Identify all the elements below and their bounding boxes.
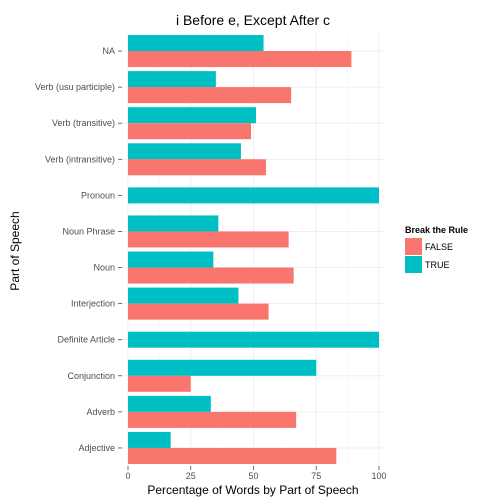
y-tick-label: Noun	[93, 263, 115, 273]
bar-true	[128, 395, 211, 412]
bar-true	[128, 431, 171, 448]
bar-false	[128, 267, 294, 284]
bar-false	[128, 123, 251, 140]
legend-label-true: TRUE	[425, 260, 450, 270]
bar-true	[128, 215, 219, 232]
legend-label-false: FALSE	[425, 242, 453, 252]
y-tick-label: Verb (intransitive)	[45, 154, 115, 164]
y-tick-label: Conjunction	[67, 371, 115, 381]
x-tick-label: 100	[371, 471, 386, 481]
bar-false	[128, 303, 269, 320]
bar-false	[128, 87, 292, 104]
bar-true	[128, 35, 264, 52]
bar-false	[128, 231, 289, 248]
bar-true	[128, 143, 241, 160]
y-tick-label: Adjective	[78, 443, 115, 453]
x-axis-ticks: 0 25 50 75 100	[125, 466, 387, 481]
bar-false	[128, 159, 267, 176]
legend-key-true	[405, 256, 422, 273]
legend: Break the Rule FALSE TRUE	[405, 225, 468, 273]
bar-true	[128, 71, 216, 88]
x-axis-title: Percentage of Words by Part of Speech	[147, 483, 358, 497]
y-tick-label: Verb (transitive)	[52, 118, 115, 128]
bar-true	[128, 359, 317, 376]
y-tick-label: Noun Phrase	[62, 226, 115, 236]
x-tick-label: 25	[186, 471, 196, 481]
y-tick-label: Adverb	[86, 407, 115, 417]
bar-true	[128, 287, 239, 304]
y-tick-label: Pronoun	[81, 190, 115, 200]
bar-false	[128, 375, 191, 392]
x-tick-label: 50	[248, 471, 258, 481]
y-tick-label: Verb (usu participle)	[35, 82, 115, 92]
bar-false	[128, 411, 297, 428]
y-tick-label: Interjection	[71, 299, 115, 309]
y-tick-label: NA	[102, 46, 115, 56]
bar-true	[128, 251, 214, 268]
bar-false	[128, 51, 352, 68]
bar-true	[128, 331, 379, 348]
y-tick-label: Definite Article	[57, 335, 115, 345]
plot-area	[122, 33, 385, 466]
x-tick-label: 0	[125, 471, 130, 481]
bar-true	[128, 107, 257, 124]
bar-false	[128, 447, 337, 464]
y-axis-title: Part of Speech	[8, 211, 22, 290]
x-tick-label: 75	[311, 471, 321, 481]
y-axis-ticks: NA Verb (usu participle) Verb (transitive)…	[35, 46, 122, 453]
bar-true	[128, 187, 379, 204]
legend-key-false	[405, 238, 422, 255]
chart-title: i Before e, Except After c	[176, 12, 330, 28]
legend-title: Break the Rule	[405, 225, 468, 235]
